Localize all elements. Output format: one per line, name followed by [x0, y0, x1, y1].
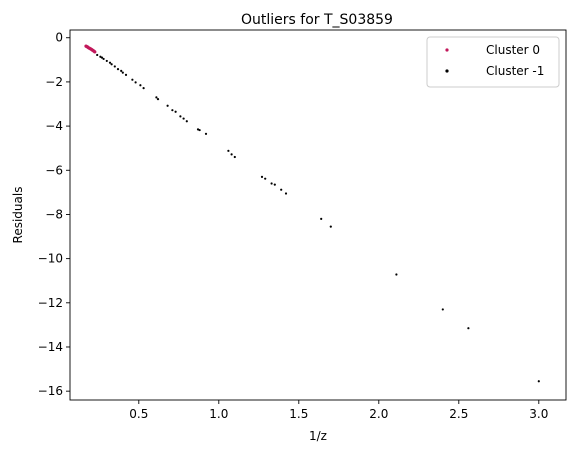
- data-point: [155, 96, 158, 99]
- data-point: [273, 183, 276, 186]
- data-point: [233, 155, 236, 159]
- y-tick-label: −14: [38, 340, 63, 354]
- legend: Cluster 0 Cluster -1: [426, 36, 560, 88]
- data-point: [110, 63, 113, 66]
- y-tick-label: −10: [38, 252, 63, 266]
- data-point: [467, 327, 470, 330]
- data-point: [395, 273, 398, 276]
- data-point: [284, 192, 288, 195]
- data-point: [105, 59, 108, 63]
- x-axis-label: 1/z: [309, 429, 327, 443]
- data-point: [230, 153, 233, 156]
- data-point: [131, 78, 134, 81]
- data-point: [124, 73, 128, 76]
- data-point: [441, 308, 444, 311]
- x-tick-label: 3.0: [529, 407, 548, 421]
- y-tick-label: 0: [55, 31, 63, 45]
- y-tick-label: −4: [45, 119, 63, 133]
- data-point: [113, 65, 116, 68]
- data-point: [142, 86, 145, 90]
- data-point: [329, 225, 332, 228]
- data-point: [537, 380, 540, 383]
- y-axis: 0 −2 −4 −6 −8 −10 −12 −14 −16: [38, 31, 70, 398]
- y-tick-label: −6: [45, 163, 63, 177]
- data-point: [156, 98, 160, 101]
- data-point: [134, 81, 137, 84]
- legend-label: Cluster -1: [486, 64, 544, 78]
- plot-frame: [69, 29, 567, 401]
- data-point: [204, 132, 208, 135]
- data-point: [171, 109, 174, 112]
- data-point: [93, 50, 97, 54]
- y-tick-label: −12: [38, 296, 63, 310]
- data-point: [227, 149, 230, 152]
- data-point: [185, 120, 188, 123]
- data-point: [182, 117, 185, 120]
- data-point: [108, 61, 112, 64]
- y-axis-label: Residuals: [11, 187, 25, 244]
- data-points: [84, 44, 540, 383]
- data-point: [120, 69, 123, 72]
- data-point: [264, 177, 267, 180]
- chart-title: Outliers for T_S03859: [241, 12, 393, 28]
- data-point: [99, 55, 102, 58]
- y-tick-label: −8: [45, 207, 63, 221]
- data-point: [102, 57, 105, 61]
- x-tick-label: 0.5: [129, 407, 148, 421]
- legend-marker: [445, 48, 449, 52]
- data-point: [96, 53, 99, 57]
- y-tick-label: −2: [45, 75, 63, 89]
- data-point: [166, 104, 169, 107]
- data-point: [320, 217, 323, 220]
- x-tick-label: 2.0: [369, 407, 388, 421]
- legend-marker: [445, 69, 449, 73]
- data-point: [139, 84, 142, 87]
- data-point: [179, 115, 182, 118]
- data-point: [270, 182, 273, 185]
- data-point: [280, 188, 283, 191]
- legend-label: Cluster 0: [486, 43, 540, 57]
- x-axis: 0.5 1.0 1.5 2.0 2.5 3.0: [129, 400, 548, 421]
- data-point: [100, 56, 104, 59]
- data-point: [116, 67, 120, 71]
- data-point: [260, 175, 264, 178]
- data-point: [174, 110, 177, 113]
- y-tick-label: −16: [38, 384, 63, 398]
- x-tick-label: 1.0: [209, 407, 228, 421]
- x-tick-label: 1.5: [289, 407, 308, 421]
- x-tick-label: 2.5: [449, 407, 468, 421]
- legend-box: [426, 36, 560, 88]
- data-point: [198, 128, 201, 132]
- data-point: [121, 71, 124, 74]
